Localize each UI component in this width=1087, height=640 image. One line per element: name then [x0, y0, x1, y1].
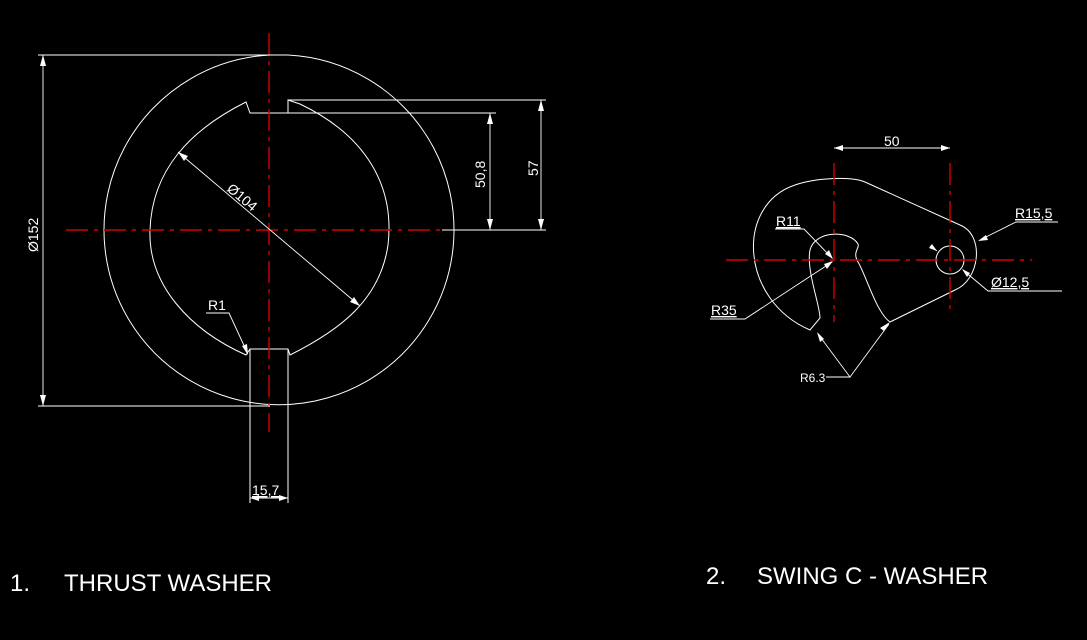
dim-height-a-lines: [288, 112, 546, 231]
dim-r-lobe-label: R15,5: [1015, 205, 1053, 221]
dim-inner-dia-label: Ø104: [224, 180, 261, 214]
dim-hole-dia-label: Ø12,5: [991, 274, 1029, 290]
dim-r-outer-label: R35: [711, 302, 737, 318]
dim-center-dist-label: 50: [884, 133, 900, 149]
dim-r-lobe-arrow: [978, 235, 988, 241]
dim-fillet-leader: [206, 312, 248, 353]
dim-r-outer-leader: [710, 261, 833, 320]
part2-title: SWING C - WASHER: [757, 563, 989, 590]
dim-r-notch-label: R6.3: [800, 371, 826, 385]
dim-fillet-label: R1: [208, 297, 226, 313]
dim-r-notch-leader: [817, 323, 890, 378]
dim-height-a-arrow-top: [487, 113, 493, 124]
dim-slot-width-arrow-left: [250, 495, 259, 501]
swing-washer-outline: [753, 177, 977, 331]
dim-slot-width-arrow-right: [279, 495, 288, 501]
dim-height-a-label: 50,8: [472, 161, 488, 188]
part1-number: 1.: [10, 570, 31, 597]
dim-r-outer-arrow: [824, 261, 833, 269]
part2-number: 2.: [706, 563, 727, 590]
dim-height-a-arrow-bottom: [487, 219, 493, 230]
dim-fillet-arrow: [242, 344, 248, 355]
dim-r-small-arrow: [825, 250, 833, 259]
dim-inner-dia-arrow-b: [350, 297, 360, 306]
dim-r-small-label: R11: [776, 213, 801, 229]
dim-r-notch-arrow-a: [817, 332, 824, 342]
dim-r-lobe-leader: [979, 221, 1058, 241]
dim-height-b-arrow-bottom: [538, 219, 544, 230]
dim-inner-dia-line: [177, 151, 361, 307]
swing-c-washer: 50 R11 R35 R15,5 Ø12,5 R6.3: [710, 133, 1062, 385]
dim-hole-dia-arrow-a: [929, 244, 937, 251]
part2-caption: 2. SWING C - WASHER: [706, 563, 988, 591]
dim-outer-dia-label: Ø152: [25, 218, 41, 252]
dim-center-dist-arrow-left: [834, 145, 843, 151]
dim-r-notch-arrow-b: [880, 322, 890, 331]
part1-caption: 1. THRUST WASHER: [10, 570, 272, 598]
dim-height-b-label: 57: [525, 160, 541, 176]
dim-outer-dia-arrow-bottom: [40, 395, 46, 406]
dim-center-dist-arrow-right: [941, 145, 950, 151]
dim-inner-dia-arrow-a: [178, 152, 188, 161]
thrust-washer: Ø152 Ø104 50,8 57 R1 15,7: [25, 33, 546, 503]
dim-hole-dia-arrow-b: [962, 269, 970, 277]
part1-title: THRUST WASHER: [64, 570, 273, 597]
dim-slot-width-label: 15,7: [252, 482, 279, 498]
thrust-washer-bottom-tab: [249, 349, 289, 503]
dim-outer-dia-arrow-top: [40, 55, 46, 66]
dim-height-b-arrow-top: [538, 100, 544, 111]
dim-outer-dia-lines: [38, 54, 270, 407]
thrust-washer-outer-outline: [103, 54, 455, 406]
dim-height-b-lines: [288, 99, 546, 230]
dim-r-small-leader: [775, 228, 833, 259]
